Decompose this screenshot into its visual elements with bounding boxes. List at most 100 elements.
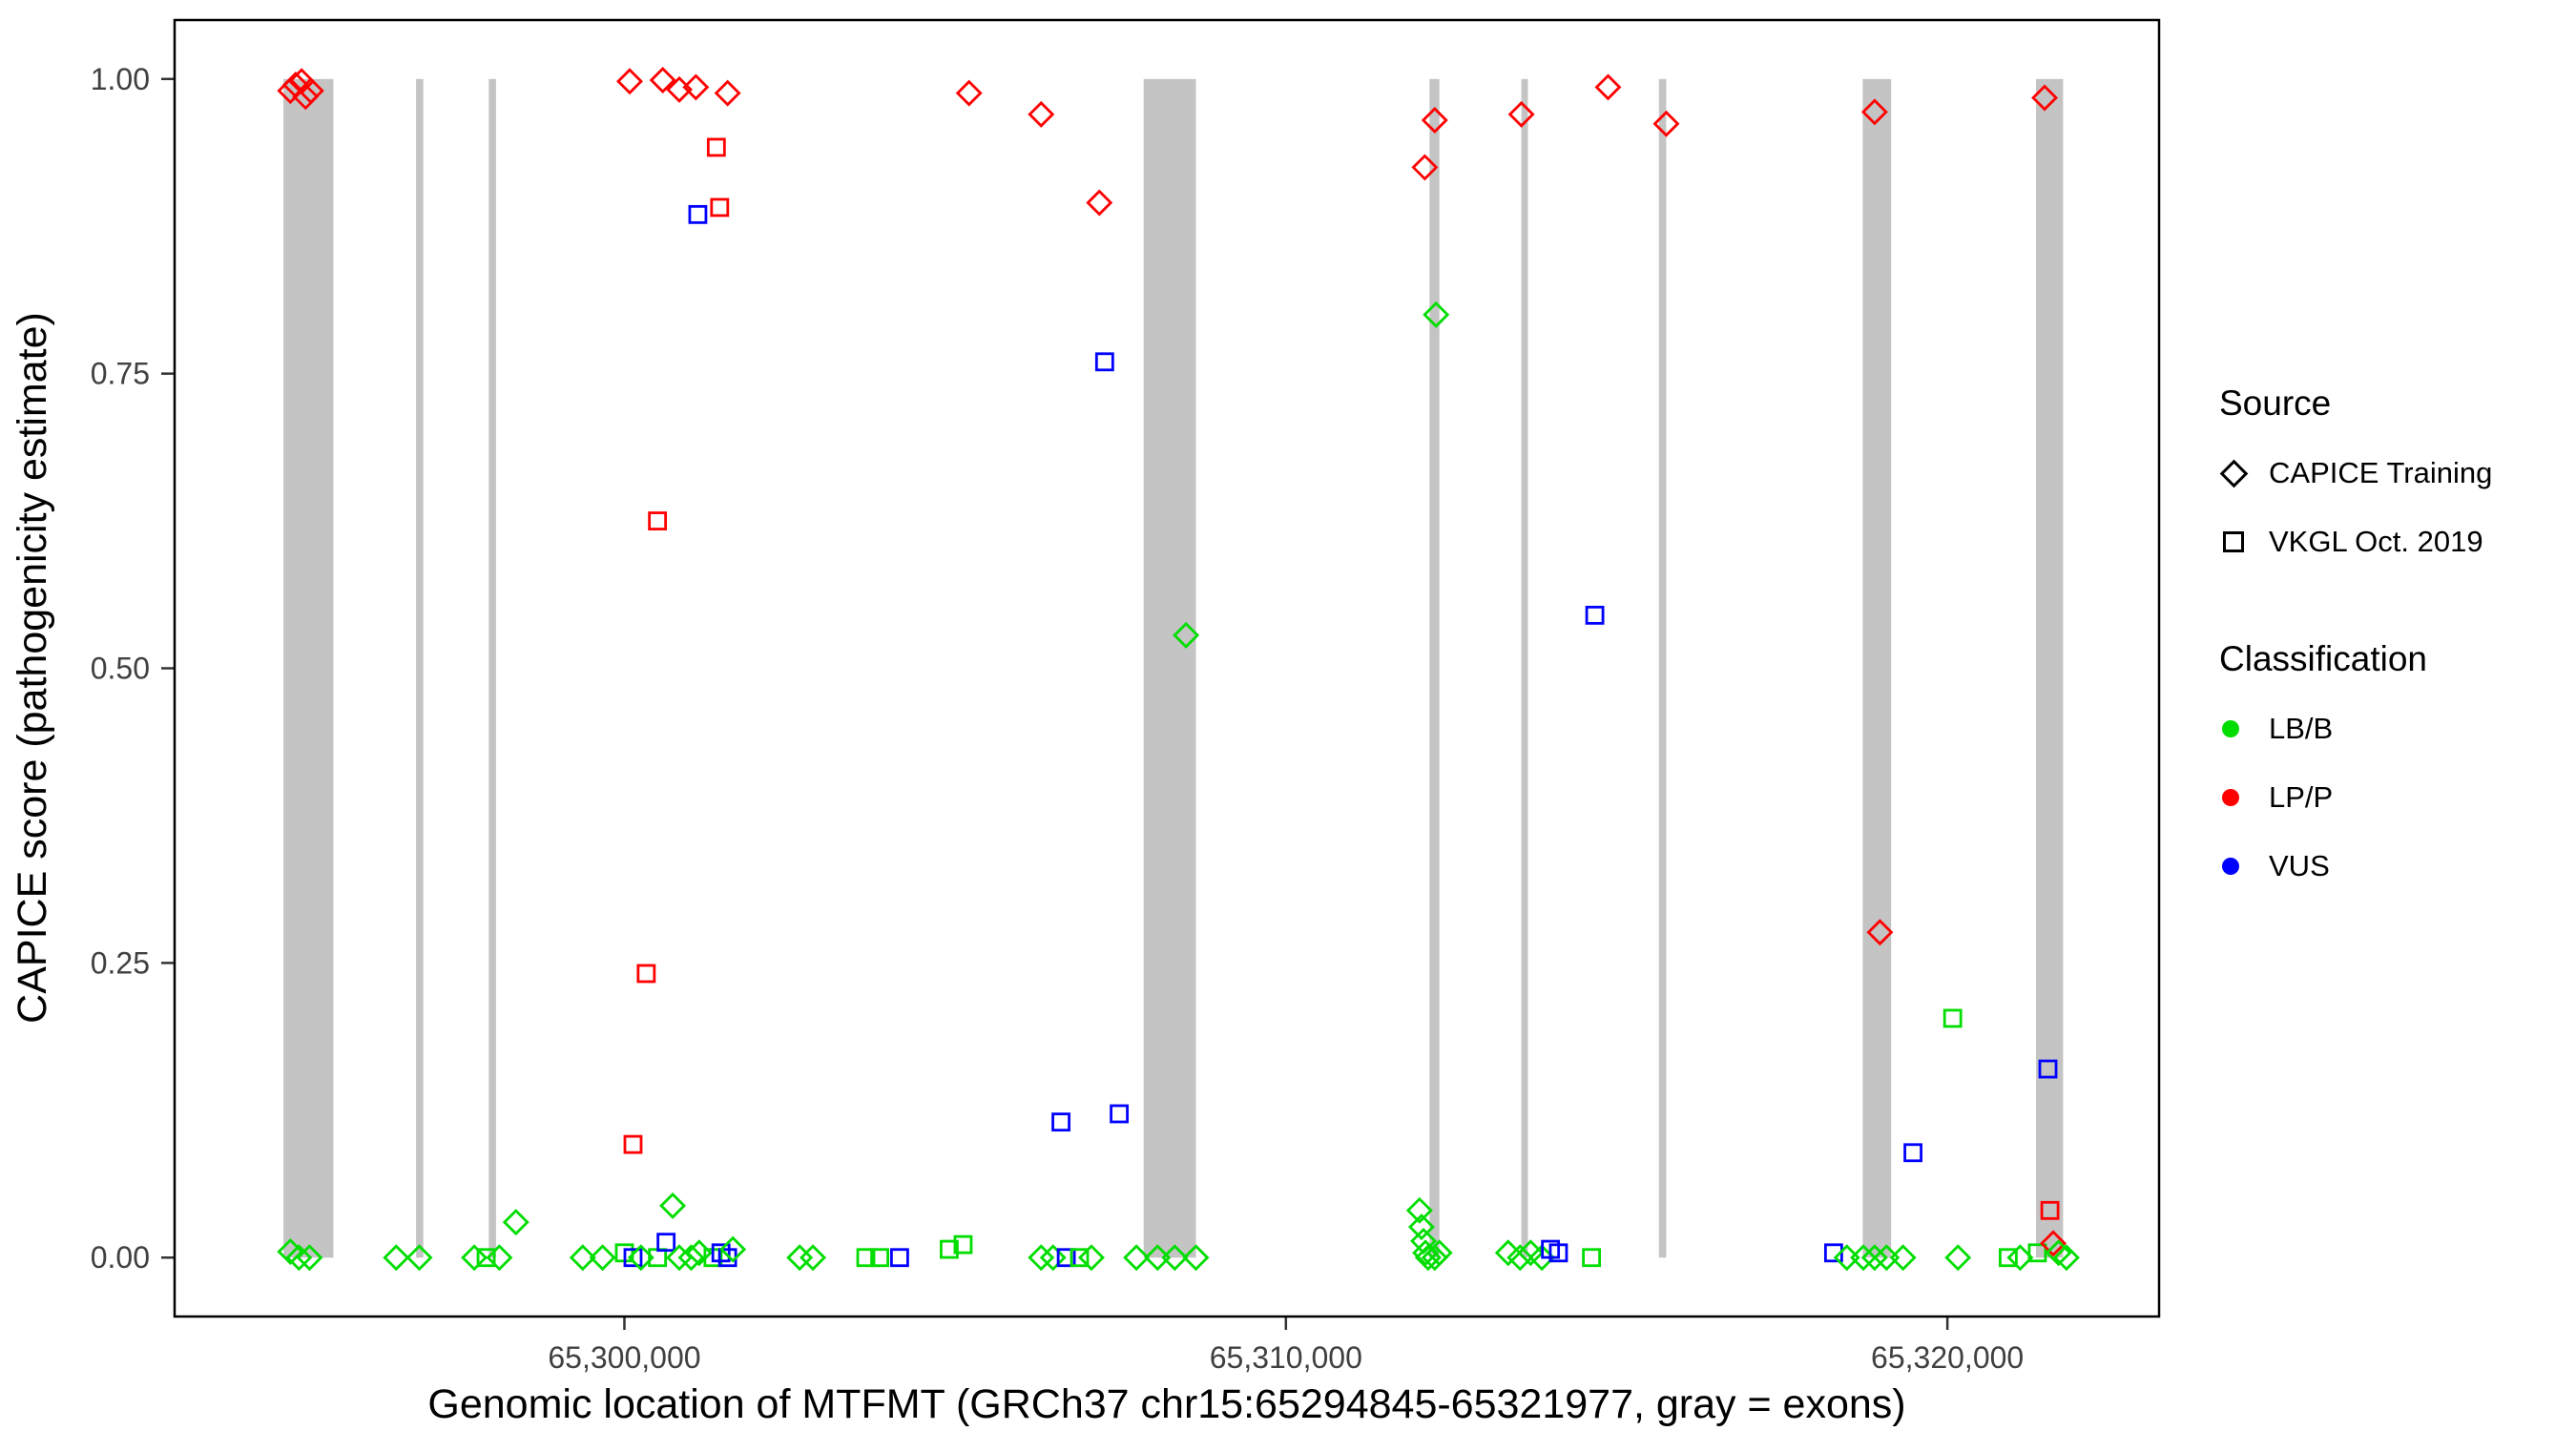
- point-diamond: [1028, 1244, 1055, 1272]
- point-square: [856, 1248, 876, 1268]
- point-diamond: [1423, 301, 1450, 328]
- point-diamond: [502, 1209, 530, 1236]
- point-square: [889, 1248, 909, 1268]
- x-tick-label: 65,310,000: [1210, 1340, 1362, 1375]
- point-square: [623, 1134, 643, 1154]
- exon-bar: [416, 78, 424, 1258]
- y-axis-title: CAPICE score (pathogenicity estimate): [10, 312, 55, 1024]
- point-diamond: [1594, 73, 1622, 101]
- point-square: [1585, 606, 1605, 625]
- axis-layer: 65,300,000 65,310,000 65,320,000 0.00 0.25 0.…: [91, 62, 2024, 1375]
- point-square: [706, 137, 726, 157]
- point-diamond: [1123, 1244, 1151, 1272]
- point-diamond: [1507, 100, 1535, 128]
- point-diamond: [1889, 1244, 1917, 1272]
- square-icon: [2219, 531, 2269, 552]
- point-square: [2040, 1200, 2060, 1220]
- exon-bar: [1429, 78, 1440, 1258]
- point-diamond: [649, 67, 676, 93]
- legend-item-vus: VUS: [2219, 832, 2492, 901]
- point-diamond: [616, 68, 643, 95]
- point-diamond: [1494, 1239, 1522, 1267]
- point-square: [2038, 1059, 2058, 1079]
- point-diamond: [1944, 1244, 1972, 1272]
- point-diamond: [1425, 1239, 1453, 1267]
- x-tick-label: 65,300,000: [548, 1340, 700, 1375]
- point-diamond: [1414, 1244, 1442, 1272]
- point-diamond: [296, 1244, 323, 1272]
- point-diamond: [277, 77, 304, 105]
- point-diamond: [2052, 1244, 2080, 1272]
- point-square: [953, 1234, 973, 1255]
- color-dot-icon: [2219, 858, 2269, 875]
- point-diamond: [1144, 1244, 1172, 1272]
- point-diamond: [682, 73, 710, 101]
- legend-item-label: VUS: [2269, 849, 2330, 882]
- exon-layer: [283, 78, 2064, 1258]
- point-square: [1903, 1143, 1922, 1163]
- point-diamond: [955, 79, 983, 107]
- x-axis-title: Genomic location of MTFMT (GRCh37 chr15:…: [427, 1381, 1905, 1427]
- y-tick-label: 0.50: [91, 652, 150, 686]
- exon-bar: [283, 78, 334, 1258]
- legend: Source CAPICE Training VKGL Oct. 2019 Cla…: [2219, 384, 2492, 901]
- point-square: [688, 204, 708, 224]
- x-tick-label: 65,320,000: [1871, 1340, 2024, 1375]
- point-diamond: [589, 1244, 616, 1272]
- point-diamond: [383, 1244, 410, 1272]
- legend-item-lp-p: LP/P: [2219, 763, 2492, 832]
- point-square: [636, 964, 656, 984]
- color-dot-icon: [2219, 789, 2269, 806]
- point-diamond: [1850, 1244, 1878, 1272]
- point-diamond: [1028, 100, 1055, 128]
- point-diamond: [786, 1244, 814, 1272]
- exon-bar: [1658, 78, 1667, 1258]
- legend-classification-group: Classification LB/B LP/P VUS: [2219, 639, 2492, 901]
- diamond-icon: [2219, 459, 2269, 487]
- point-diamond: [714, 79, 741, 107]
- point-diamond: [2031, 84, 2059, 112]
- legend-item-label: VKGL Oct. 2019: [2269, 525, 2483, 558]
- point-diamond: [659, 1192, 687, 1219]
- point-diamond: [1173, 621, 1200, 649]
- point-square: [656, 1233, 676, 1253]
- legend-item-capice-training: CAPICE Training: [2219, 439, 2492, 508]
- point-square: [1548, 1243, 1568, 1263]
- legend-item-label: CAPICE Training: [2269, 456, 2493, 489]
- point-square: [711, 1243, 731, 1263]
- y-tick-label: 0.25: [91, 945, 150, 980]
- point-square: [1582, 1248, 1602, 1268]
- point-square: [1051, 1112, 1070, 1132]
- point-diamond: [1860, 98, 1888, 126]
- legend-item-lb-b: LB/B: [2219, 695, 2492, 763]
- legend-source-items: CAPICE Training VKGL Oct. 2019: [2219, 439, 2492, 576]
- point-diamond: [1407, 1213, 1435, 1241]
- point-diamond: [1833, 1244, 1860, 1272]
- legend-item-label: LB/B: [2269, 712, 2334, 745]
- point-diamond: [677, 1244, 705, 1272]
- point-diamond: [486, 1244, 513, 1272]
- point-diamond: [1039, 1244, 1067, 1272]
- point-diamond: [292, 83, 320, 111]
- point-square: [476, 1248, 496, 1268]
- point-diamond: [1086, 189, 1113, 217]
- exon-bar: [1521, 78, 1528, 1258]
- point-square: [1056, 1248, 1076, 1268]
- y-tick-label: 1.00: [91, 62, 150, 96]
- point-diamond: [1860, 1244, 1888, 1272]
- legend-source-title: Source: [2219, 384, 2332, 423]
- point-diamond: [1506, 1244, 1534, 1272]
- color-dot-icon: [2219, 720, 2269, 737]
- point-diamond: [800, 1244, 827, 1272]
- point-diamond: [2045, 1239, 2072, 1267]
- point-diamond: [1161, 1244, 1189, 1272]
- point-square: [1070, 1248, 1090, 1268]
- point-square: [1094, 352, 1114, 372]
- point-diamond: [1077, 1244, 1105, 1272]
- legend-item-label: LP/P: [2269, 780, 2334, 814]
- point-square: [1942, 1008, 1963, 1028]
- point-diamond: [2040, 1230, 2067, 1257]
- points-layer: [277, 67, 2080, 1272]
- point-square: [870, 1248, 889, 1268]
